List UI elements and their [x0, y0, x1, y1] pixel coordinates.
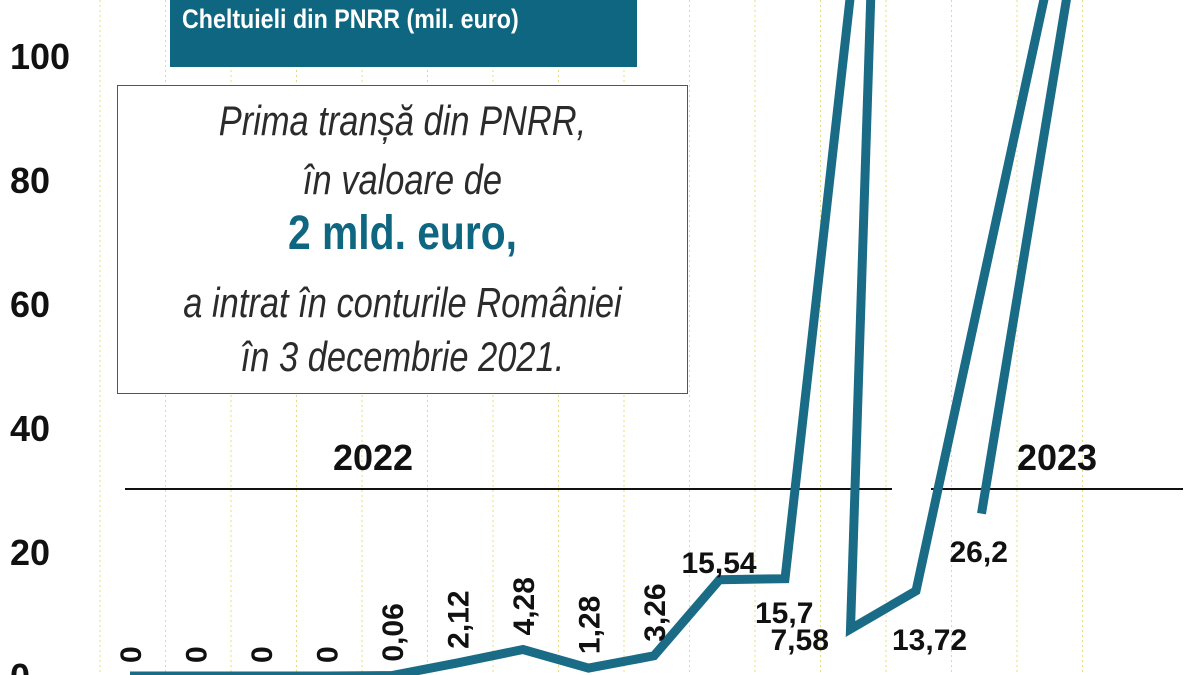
annotation-line-2: în valoare de [302, 156, 503, 203]
y-tick-label: 40 [10, 408, 50, 449]
annotation-box: Prima tranșă din PNRR, în valoare de 2 m… [117, 85, 688, 394]
data-label: 0 [181, 646, 214, 663]
annotation-highlight: 2 mld. euro, [288, 207, 517, 260]
data-label: 26,2 [950, 536, 1008, 569]
data-label: 0 [312, 646, 345, 663]
data-label: 15,54 [682, 547, 757, 580]
y-axis-ticks: 0 20 40 60 80 100 [10, 36, 70, 675]
line-series [130, 0, 1071, 675]
data-label: 3,26 [639, 583, 672, 641]
y-tick-label: 20 [10, 532, 50, 573]
data-label: 7,58 [771, 624, 829, 657]
chart-title: Cheltuieli din PNRR (mil. euro) [182, 4, 519, 34]
year-label-2022: 2022 [333, 437, 413, 478]
chart-title-box: Cheltuieli din PNRR (mil. euro) [170, 0, 637, 67]
data-label: 13,72 [892, 624, 967, 657]
year-rules: 2022 2023 [125, 437, 1183, 490]
data-label: 0,06 [377, 603, 410, 661]
series-line [130, 0, 1071, 675]
data-label: 4,28 [508, 577, 541, 635]
data-label: 15,7 [755, 597, 813, 630]
data-label: 2,12 [443, 590, 476, 648]
data-label: 1,28 [574, 596, 607, 654]
y-tick-label: 80 [10, 160, 50, 201]
y-tick-label: 60 [10, 284, 50, 325]
data-labels: 0 0 0 0 0,06 2,12 4,28 1,28 3,26 15,54 15,77,58 13,… [115, 536, 1008, 663]
annotation-line-1: Prima tranșă din PNRR, [218, 97, 587, 144]
data-label: 0 [246, 646, 279, 663]
y-tick-label: 0 [10, 656, 30, 675]
y-tick-label: 100 [10, 36, 70, 77]
year-label-2023: 2023 [1017, 437, 1097, 478]
annotation-line-3: a intrat în conturile României [183, 279, 622, 326]
annotation-line-4: în 3 decembrie 2021. [240, 333, 565, 380]
data-label: 0 [115, 646, 148, 663]
